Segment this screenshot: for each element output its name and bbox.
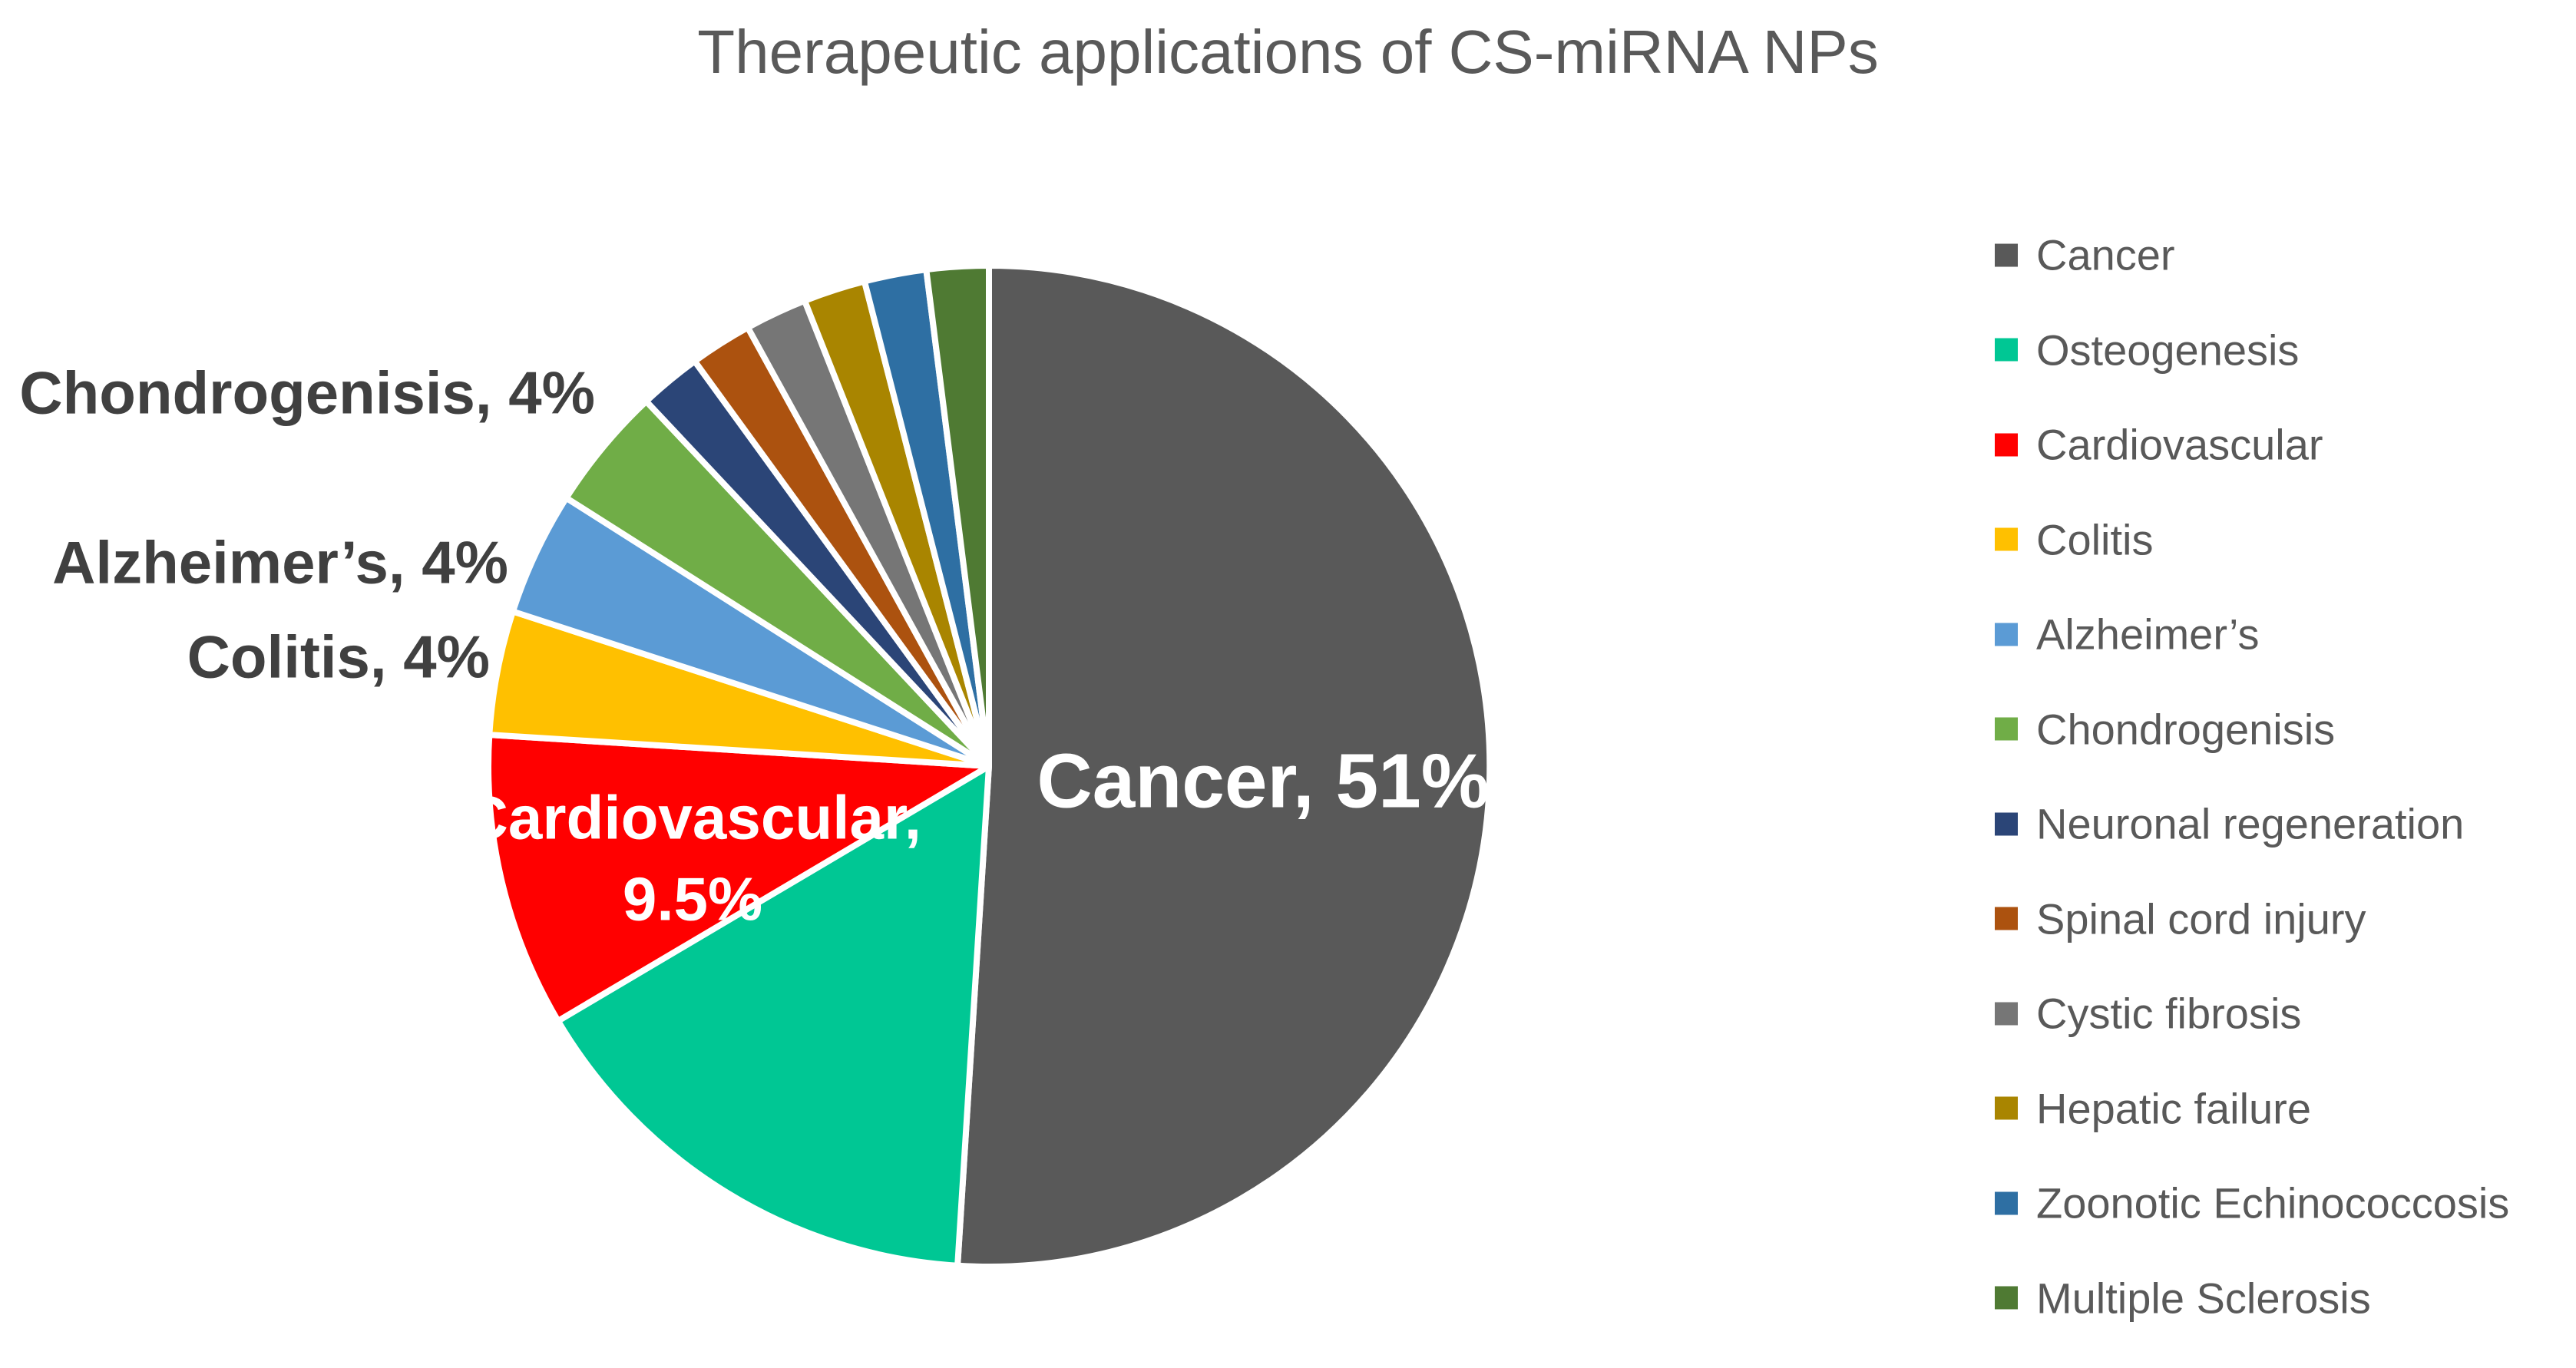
legend-item-osteogenesis: Osteogenesis: [1995, 325, 2299, 375]
outside-label-chondrogenisis: Chondrogenisis, 4%: [19, 359, 595, 427]
legend-swatch-osteogenesis: [1995, 338, 2018, 362]
pie-slice-multiple-sclerosis: [923, 262, 992, 769]
slice-label-cardiovascular: Cardiovascular, 9.5%: [464, 777, 921, 939]
legend-swatch-chondrogenisis: [1995, 717, 2018, 741]
legend-label-spinal-cord-injury: Spinal cord injury: [2036, 894, 2366, 943]
legend-swatch-zoonotic-echinococcosis: [1995, 1191, 2018, 1214]
chart-legend: Cancer Osteogenesis Cardiovascular Colitis A…: [1995, 0, 2576, 1368]
outside-label-alzheimers: Alzheimer’s, 4%: [52, 528, 508, 596]
legend-item-cardiovascular: Cardiovascular: [1995, 420, 2323, 470]
legend-item-chondrogenisis: Chondrogenisis: [1995, 704, 2335, 754]
legend-label-cardiovascular: Cardiovascular: [2036, 420, 2323, 469]
legend-item-alzheimer-s: Alzheimer’s: [1995, 610, 2259, 659]
legend-label-cystic-fibrosis: Cystic fibrosis: [2036, 989, 2302, 1038]
legend-item-hepatic-failure: Hepatic failure: [1995, 1083, 2311, 1133]
legend-swatch-cystic-fibrosis: [1995, 1002, 2018, 1025]
legend-item-cancer: Cancer: [1995, 230, 2175, 280]
slice-label-cardiovascular-value: 9.5%: [622, 864, 763, 933]
legend-label-cancer: Cancer: [2036, 230, 2175, 279]
legend-swatch-multiple-sclerosis: [1995, 1286, 2018, 1310]
pie-slice-cancer: [954, 263, 1493, 1270]
legend-swatch-cancer: [1995, 243, 2018, 266]
legend-swatch-neuronal-regeneration: [1995, 812, 2018, 835]
legend-label-multiple-sclerosis: Multiple Sclerosis: [2036, 1274, 2371, 1322]
chart-title: Therapeutic applications of CS-miRNA NPs: [697, 18, 1879, 86]
slice-label-cancer: Cancer, 51%: [1037, 738, 1490, 824]
slice-label-cardiovascular-line1: Cardiovascular,: [464, 783, 921, 852]
legend-item-spinal-cord-injury: Spinal cord injury: [1995, 894, 2366, 943]
legend-swatch-hepatic-failure: [1995, 1096, 2018, 1120]
pie-slice-osteogenesis: [554, 763, 992, 1269]
pie-slice-cardiovascular: [485, 732, 992, 1024]
legend-swatch-cardiovascular: [1995, 433, 2018, 456]
legend-label-hepatic-failure: Hepatic failure: [2036, 1084, 2311, 1132]
legend-item-neuronal-regeneration: Neuronal regeneration: [1995, 799, 2464, 849]
legend-label-osteogenesis: Osteogenesis: [2036, 325, 2300, 374]
outside-label-colitis: Colitis, 4%: [187, 623, 490, 691]
legend-label-colitis: Colitis: [2036, 515, 2154, 563]
legend-item-cystic-fibrosis: Cystic fibrosis: [1995, 989, 2301, 1039]
legend-item-zoonotic-echinococcosis: Zoonotic Echinococcosis: [1995, 1178, 2509, 1228]
legend-label-chondrogenisis: Chondrogenisis: [2036, 705, 2336, 753]
legend-label-alzheimer-s: Alzheimer’s: [2036, 610, 2260, 659]
legend-label-neuronal-regeneration: Neuronal regeneration: [2036, 799, 2465, 848]
legend-swatch-spinal-cord-injury: [1995, 907, 2018, 930]
legend-swatch-colitis: [1995, 527, 2018, 551]
legend-item-multiple-sclerosis: Multiple Sclerosis: [1995, 1273, 2371, 1323]
legend-item-colitis: Colitis: [1995, 514, 2153, 564]
legend-swatch-alzheimer-s: [1995, 623, 2018, 646]
legend-label-zoonotic-echinococcosis: Zoonotic Echinococcosis: [2036, 1178, 2510, 1228]
